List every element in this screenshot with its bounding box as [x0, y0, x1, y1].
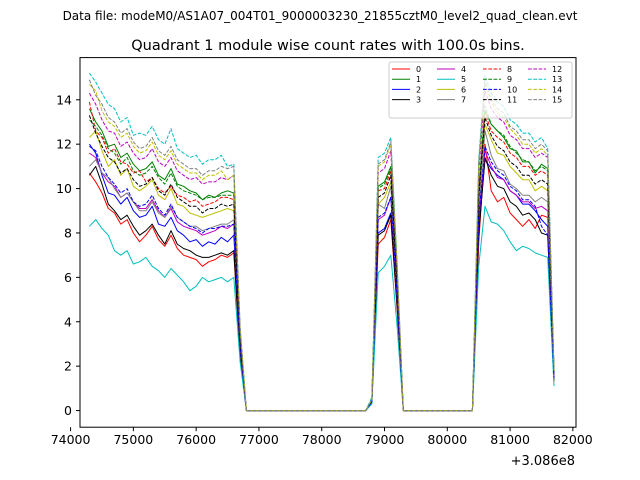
legend-label-9: 9	[507, 75, 512, 84]
x-tick-label: 77000	[239, 432, 279, 447]
legend-label-1: 1	[416, 75, 421, 84]
plot-frame	[79, 57, 577, 428]
y-tick-label: 4	[64, 314, 72, 329]
x-tick-label: 76000	[176, 432, 216, 447]
chart-title: Quadrant 1 module wise count rates with …	[131, 38, 525, 54]
legend-label-12: 12	[552, 65, 562, 74]
series-line-10	[89, 145, 555, 412]
x-tick-label: 79000	[365, 432, 405, 447]
series-line-15	[88, 79, 555, 412]
x-tick-label: 75000	[113, 432, 153, 447]
y-tick-label: 0	[64, 403, 72, 418]
x-offset-label: +3.086e8	[511, 454, 575, 469]
y-tick-label: 14	[56, 92, 72, 107]
y-tick-label: 2	[64, 359, 72, 374]
x-tick-label: 81000	[490, 432, 530, 447]
series-layer	[88, 72, 555, 412]
series-line-3	[88, 157, 555, 412]
legend-label-5: 5	[461, 75, 466, 84]
y-tick-label: 8	[64, 225, 72, 240]
legend-label-7: 7	[461, 96, 466, 105]
legend-label-15: 15	[552, 96, 562, 105]
y-tick-label: 6	[64, 270, 72, 285]
legend-label-8: 8	[507, 65, 512, 74]
x-tick-label: 80000	[427, 432, 467, 447]
x-axis: 74000 75000 76000 77000 78000 79000 80000 81000…	[51, 427, 593, 447]
series-line-7	[89, 130, 555, 412]
x-tick-label: 74000	[51, 432, 91, 447]
legend-label-6: 6	[461, 85, 466, 94]
figure-suptitle: Data file: modeM0/AS1A07_004T01_90000032…	[63, 9, 578, 23]
y-tick-label: 12	[56, 137, 72, 152]
x-tick-label: 78000	[302, 432, 342, 447]
series-line-11	[88, 115, 555, 412]
legend-label-11: 11	[507, 96, 517, 105]
legend-label-10: 10	[507, 85, 517, 94]
y-tick-label: 10	[56, 181, 72, 196]
legend-label-0: 0	[416, 65, 421, 74]
legend-frame	[388, 61, 573, 119]
legend-label-14: 14	[552, 85, 562, 94]
series-line-5	[89, 205, 555, 412]
x-tick-label: 82000	[553, 432, 593, 447]
y-axis: 0 2 4 6 8 10 12 14	[56, 92, 80, 418]
legend-label-4: 4	[461, 65, 466, 74]
legend-label-3: 3	[416, 96, 421, 105]
series-line-1	[88, 108, 555, 412]
series-line-9	[89, 105, 555, 412]
legend-label-2: 2	[416, 85, 421, 94]
legend-label-13: 13	[552, 75, 562, 84]
